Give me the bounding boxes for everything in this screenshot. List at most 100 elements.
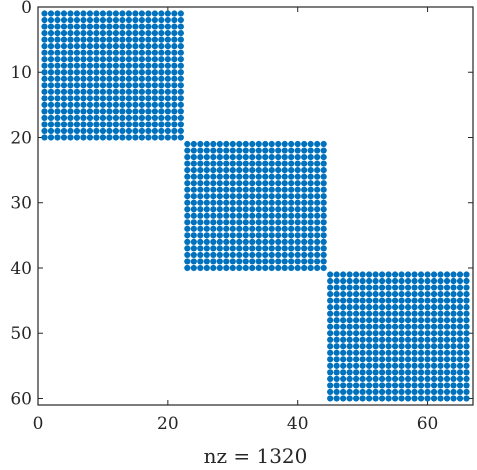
nonzero-marker bbox=[327, 343, 334, 350]
nonzero-marker bbox=[197, 225, 204, 232]
nonzero-marker bbox=[437, 330, 444, 337]
nonzero-marker bbox=[216, 219, 223, 226]
nonzero-marker bbox=[73, 101, 81, 108]
nonzero-marker bbox=[47, 49, 55, 56]
nonzero-marker bbox=[158, 56, 165, 63]
nonzero-marker bbox=[223, 264, 230, 272]
nonzero-marker bbox=[151, 36, 158, 43]
nonzero-marker bbox=[164, 36, 171, 43]
nonzero-marker bbox=[411, 336, 418, 343]
nonzero-marker bbox=[333, 304, 340, 311]
nonzero-marker bbox=[450, 277, 457, 285]
nonzero-marker bbox=[93, 36, 100, 43]
nonzero-marker bbox=[301, 264, 308, 272]
nonzero-marker bbox=[249, 199, 256, 206]
nonzero-marker bbox=[275, 140, 282, 148]
nonzero-marker bbox=[275, 153, 282, 161]
nonzero-marker bbox=[112, 121, 120, 128]
nonzero-marker bbox=[359, 382, 366, 389]
nonzero-marker bbox=[184, 160, 191, 167]
nonzero-marker bbox=[255, 180, 262, 187]
nonzero-marker bbox=[190, 238, 197, 245]
nonzero-marker bbox=[417, 349, 425, 356]
nonzero-marker bbox=[93, 56, 100, 63]
nonzero-marker bbox=[404, 317, 412, 324]
nonzero-marker bbox=[229, 199, 236, 206]
nonzero-marker bbox=[184, 225, 191, 232]
nonzero-marker bbox=[86, 82, 94, 89]
nonzero-marker bbox=[372, 369, 379, 376]
nonzero-marker bbox=[80, 56, 87, 63]
nonzero-marker bbox=[99, 134, 107, 141]
nonzero-marker bbox=[456, 388, 464, 396]
nonzero-marker bbox=[340, 349, 347, 356]
nonzero-marker bbox=[86, 56, 94, 63]
nonzero-marker bbox=[294, 186, 301, 193]
nonzero-marker bbox=[366, 323, 373, 330]
nonzero-marker bbox=[177, 29, 184, 37]
nonzero-marker bbox=[132, 75, 139, 82]
nonzero-marker bbox=[119, 16, 126, 24]
nonzero-marker bbox=[391, 271, 399, 278]
nonzero-marker bbox=[67, 29, 74, 37]
nonzero-marker bbox=[307, 251, 314, 259]
nonzero-marker bbox=[210, 167, 217, 174]
nonzero-marker bbox=[236, 153, 243, 161]
nonzero-marker bbox=[372, 356, 379, 363]
nonzero-marker bbox=[437, 362, 444, 369]
nonzero-marker bbox=[119, 95, 126, 102]
nonzero-marker bbox=[411, 362, 418, 369]
nonzero-marker bbox=[125, 88, 132, 95]
nonzero-marker bbox=[171, 56, 178, 63]
nonzero-marker bbox=[54, 121, 61, 128]
nonzero-marker bbox=[138, 121, 145, 128]
nonzero-marker bbox=[138, 101, 145, 108]
nonzero-marker bbox=[301, 140, 308, 148]
nonzero-marker bbox=[398, 284, 405, 291]
nonzero-marker bbox=[41, 82, 48, 89]
nonzero-marker bbox=[288, 225, 295, 232]
nonzero-marker bbox=[67, 134, 74, 141]
nonzero-marker bbox=[314, 219, 321, 226]
nonzero-marker bbox=[60, 101, 68, 108]
nonzero-marker bbox=[340, 375, 347, 383]
nonzero-marker bbox=[164, 16, 171, 24]
nonzero-marker bbox=[229, 238, 236, 245]
nonzero-marker bbox=[281, 173, 288, 180]
nonzero-marker bbox=[301, 245, 308, 252]
nonzero-marker bbox=[242, 160, 249, 167]
nonzero-marker bbox=[320, 238, 327, 245]
nonzero-marker bbox=[353, 330, 360, 337]
nonzero-marker bbox=[242, 264, 249, 272]
x-tick-label: 20 bbox=[157, 414, 179, 434]
nonzero-marker bbox=[288, 212, 295, 219]
nonzero-marker bbox=[437, 336, 444, 343]
nonzero-marker bbox=[216, 238, 223, 245]
nonzero-marker bbox=[86, 95, 94, 102]
nonzero-marker bbox=[327, 375, 334, 383]
nonzero-marker bbox=[249, 225, 256, 232]
nonzero-marker bbox=[340, 304, 347, 311]
nonzero-marker bbox=[417, 362, 425, 369]
nonzero-marker bbox=[177, 101, 184, 108]
nonzero-marker bbox=[223, 180, 230, 187]
nonzero-marker bbox=[177, 43, 184, 50]
nonzero-marker bbox=[158, 127, 165, 135]
nonzero-marker bbox=[320, 173, 327, 180]
nonzero-marker bbox=[60, 69, 68, 76]
nonzero-marker bbox=[456, 290, 464, 298]
nonzero-marker bbox=[93, 10, 100, 17]
nonzero-marker bbox=[353, 297, 360, 304]
nonzero-marker bbox=[281, 193, 288, 200]
nonzero-marker bbox=[385, 271, 392, 278]
nonzero-marker bbox=[41, 95, 48, 102]
nonzero-marker bbox=[314, 206, 321, 213]
nonzero-marker bbox=[112, 62, 120, 69]
nonzero-marker bbox=[288, 251, 295, 259]
nonzero-marker bbox=[294, 264, 301, 272]
nonzero-marker bbox=[177, 69, 184, 76]
y-tick-label: 60 bbox=[10, 389, 32, 409]
nonzero-marker bbox=[138, 23, 145, 30]
nonzero-marker bbox=[203, 180, 210, 187]
nonzero-marker bbox=[223, 245, 230, 252]
